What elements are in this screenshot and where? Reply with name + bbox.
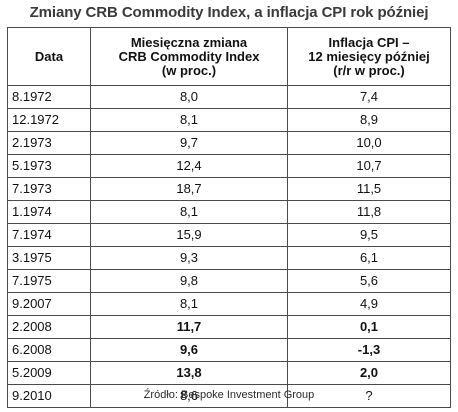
- crb-change-cell: 8,1: [90, 200, 288, 224]
- date-cell: 2.2008: [7, 315, 91, 339]
- date-cell: 7.1973: [7, 177, 91, 201]
- crb-change-cell: 9,7: [90, 131, 288, 155]
- cpi-inflation-cell: 5,6: [287, 269, 451, 293]
- cpi-inflation-cell: 7,4: [287, 85, 451, 109]
- header-cpi-line-3: (r/r w proc.): [333, 62, 405, 78]
- crb-change-cell: 13,8: [90, 361, 288, 385]
- date-cell: 6.2008: [7, 338, 91, 362]
- table-row: 6.2008 9,6 -1,3: [7, 338, 451, 362]
- cpi-inflation-cell: 6,1: [287, 246, 451, 270]
- crb-change-cell: 8,6: [90, 384, 288, 408]
- crb-change-cell: 18,7: [90, 177, 288, 201]
- table-row: 7.1975 9,8 5,6: [7, 269, 451, 293]
- table-body: 8.1972 8,0 7,4 12.1972 8,1 8,9 2.1973 9,7 10,0 5.…: [7, 85, 451, 408]
- cpi-inflation-cell: 2,0: [287, 361, 451, 385]
- header-cpi-inflation: Inflacja CPI – 12 miesięcy później (r/r …: [287, 27, 451, 86]
- header-crb-line-3: (w proc.): [161, 62, 217, 78]
- data-table: Data Miesięczna zmiana CRB Commodity Ind…: [7, 27, 451, 408]
- table-row: 7.1973 18,7 11,5: [7, 177, 451, 201]
- cpi-inflation-cell: 10,7: [287, 154, 451, 178]
- table-row: 3.1975 9,3 6,1: [7, 246, 451, 270]
- source-note: Źródło: Bespoke Investment Group: [143, 389, 315, 401]
- table-row: 1.1974 8,1 11,8: [7, 200, 451, 224]
- date-cell: 8.1972: [7, 85, 91, 109]
- date-cell: 1.1974: [7, 200, 91, 224]
- header-date: Data: [7, 27, 91, 86]
- table-row: 2.2008 11,7 0,1: [7, 315, 451, 339]
- table-row: 9.2007 8,1 4,9: [7, 292, 451, 316]
- header-crb-line-2: CRB Commodity Index: [118, 48, 260, 64]
- date-cell: 9.2007: [7, 292, 91, 316]
- table-row: 5.2009 13,8 2,0: [7, 361, 451, 385]
- header-cpi-line-1: Inflacja CPI –: [328, 34, 410, 50]
- header-crb-line-1: Miesięczna zmiana: [130, 34, 248, 50]
- crb-change-cell: 8,0: [90, 85, 288, 109]
- cpi-inflation-cell: ?: [287, 384, 451, 408]
- crb-change-cell: 11,7: [90, 315, 288, 339]
- header-row: Data Miesięczna zmiana CRB Commodity Ind…: [7, 27, 451, 86]
- table-row: 8.1972 8,0 7,4: [7, 85, 451, 109]
- date-cell: 5.1973: [7, 154, 91, 178]
- crb-change-cell: 9,6: [90, 338, 288, 362]
- date-cell: 3.1975: [7, 246, 91, 270]
- cpi-inflation-cell: 9,5: [287, 223, 451, 247]
- crb-change-cell: 9,8: [90, 269, 288, 293]
- cpi-inflation-cell: 8,9: [287, 108, 451, 132]
- cpi-inflation-cell: 11,8: [287, 200, 451, 224]
- cpi-inflation-cell: 4,9: [287, 292, 451, 316]
- crb-change-cell: 9,3: [90, 246, 288, 270]
- date-cell: 7.1975: [7, 269, 91, 293]
- date-cell: 9.2010: [7, 384, 91, 408]
- header-crb-change: Miesięczna zmiana CRB Commodity Index (w…: [90, 27, 288, 86]
- cpi-inflation-cell: 0,1: [287, 315, 451, 339]
- date-cell: 2.1973: [7, 131, 91, 155]
- table-row: 5.1973 12,4 10,7: [7, 154, 451, 178]
- table-title: Zmiany CRB Commodity Index, a inflacja C…: [29, 4, 429, 21]
- table-row: 9.2010 8,6?: [7, 384, 451, 408]
- cpi-inflation-cell: -1,3: [287, 338, 451, 362]
- date-cell: 12.1972: [7, 108, 91, 132]
- header-date-label: Data: [34, 48, 64, 64]
- table-row: 7.1974 15,9 9,5: [7, 223, 451, 247]
- table-row: 2.1973 9,7 10,0: [7, 131, 451, 155]
- table-row: 12.1972 8,1 8,9: [7, 108, 451, 132]
- date-cell: 7.1974: [7, 223, 91, 247]
- header-cpi-line-2: 12 miesięcy później: [308, 48, 430, 64]
- crb-change-cell: 12,4: [90, 154, 288, 178]
- crb-change-cell: 8,1: [90, 292, 288, 316]
- date-cell: 5.2009: [7, 361, 91, 385]
- crb-change-cell: 15,9: [90, 223, 288, 247]
- crb-change-cell: 8,1: [90, 108, 288, 132]
- cpi-inflation-cell: 10,0: [287, 131, 451, 155]
- cpi-inflation-cell: 11,5: [287, 177, 451, 201]
